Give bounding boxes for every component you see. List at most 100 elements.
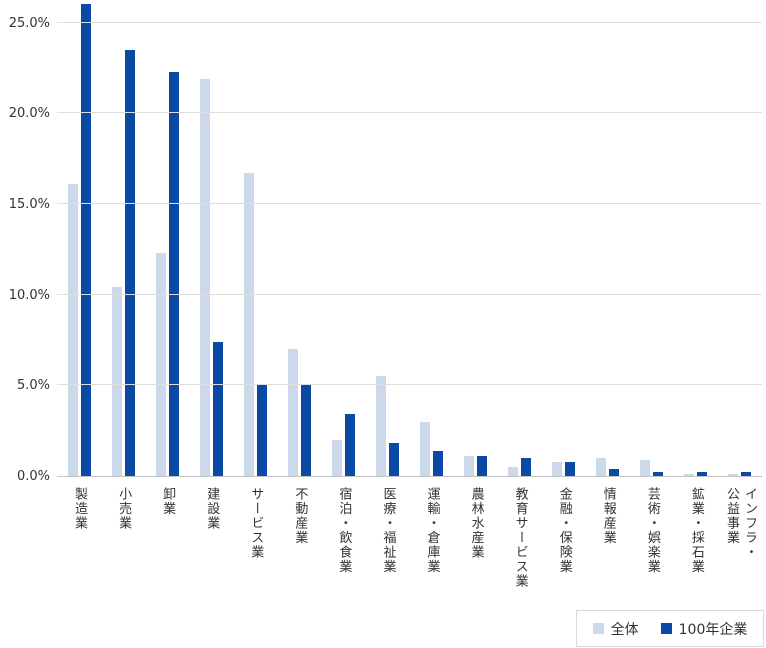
bar-group [410,0,454,476]
bar-overall [596,457,607,476]
bar-overall [728,474,739,476]
bar-group [101,0,145,476]
x-axis-label: 教育サービス業 [512,487,528,589]
bar-century [168,71,179,476]
bar-century [124,49,135,476]
y-axis-label: 25.0% [8,15,50,31]
x-axis-slot: 運輸・倉庫業 [410,478,454,612]
x-axis: 製造業 小売業 卸業 建設業 サービス業 不動産業 宿泊・飲食業 医療・福祉業 運輸・倉庫業 農林… [57,478,762,612]
x-axis-slot: 芸術・娯楽業 [630,478,674,612]
x-axis-slot: 製造業 [57,478,101,612]
bar-overall [375,376,386,476]
bar-group [145,0,189,476]
legend-item-century: 100年企業 [660,619,748,639]
x-axis-label: 小売業 [116,487,132,531]
x-axis-slot: 教育サービス業 [498,478,542,612]
bar-group [498,0,542,476]
bar-century [344,414,355,476]
x-axis-label: 建設業 [204,487,220,531]
x-axis-slot: サービス業 [233,478,277,612]
bar-group [57,0,101,476]
bar-century [300,385,311,476]
x-axis-slot: 宿泊・飲食業 [321,478,365,612]
bar-group [365,0,409,476]
bar-overall [199,78,210,476]
bar-century [653,472,664,476]
gridline [57,112,762,114]
x-axis-slot: 情報産業 [586,478,630,612]
x-axis-label: 金融・保険業 [556,487,572,574]
bar-overall [331,439,342,476]
x-axis-slot: 小売業 [101,478,145,612]
bar-group [542,0,586,476]
bar-group [586,0,630,476]
bar-century [212,341,223,476]
x-axis-label: 芸術・娯楽業 [644,487,660,574]
x-axis-label: 鉱業・採石業 [688,487,704,574]
bar-century [433,450,444,476]
y-axis-label: 10.0% [8,287,50,303]
bar-century [477,456,488,476]
bar-overall [111,287,122,476]
gridline [57,21,762,23]
y-axis-label: 0.0% [16,469,50,484]
bar-overall [508,466,519,476]
x-axis-label: 宿泊・飲食業 [336,487,352,574]
gridline [57,293,762,295]
gridline [57,384,762,386]
bar-overall [155,252,166,476]
x-axis-label: インフラ・ 公益事業 [723,487,757,560]
x-axis-label: 製造業 [72,487,88,531]
bar-overall [243,173,254,476]
bar-overall [552,461,563,476]
x-axis-slot: 卸業 [145,478,189,612]
plot-area [57,0,762,477]
bar-century [388,443,399,476]
y-axis-label: 20.0% [8,106,50,122]
gridline [57,202,762,204]
bar-group [189,0,233,476]
bar-century [697,472,708,476]
bar-century [80,4,91,476]
x-axis-label: 卸業 [160,487,176,516]
bar-overall [640,459,651,476]
legend-swatch-century [660,623,672,634]
legend-label-century: 100年企業 [678,621,748,638]
legend-label-overall: 全体 [610,621,639,638]
bar-overall [420,421,431,476]
bar-groups [57,0,762,476]
x-axis-slot: 鉱業・採石業 [674,478,718,612]
bar-overall [67,184,78,476]
legend-item-overall: 全体 [592,619,639,639]
x-axis-label: 情報産業 [600,487,616,545]
legend: 全体 100年企業 [576,610,764,647]
x-axis-label: 医療・福祉業 [380,487,396,574]
bar-overall [684,474,695,476]
bar-group [277,0,321,476]
x-axis-slot: インフラ・ 公益事業 [718,478,762,612]
bar-overall [287,349,298,476]
bar-group [233,0,277,476]
x-axis-label: サービス業 [248,487,264,560]
x-axis-slot: 不動産業 [277,478,321,612]
x-axis-slot: 金融・保険業 [542,478,586,612]
bar-century [609,468,620,476]
legend-swatch-overall [592,623,604,634]
x-axis-label: 不動産業 [292,487,308,545]
x-axis-label: 運輸・倉庫業 [424,487,440,574]
bar-century [741,472,752,476]
bar-overall [464,456,475,476]
x-axis-label: 農林水産業 [468,487,484,560]
y-axis-label: 15.0% [8,196,50,212]
bar-century [565,461,576,476]
x-axis-slot: 建設業 [189,478,233,612]
x-axis-slot: 医療・福祉業 [365,478,409,612]
bar-group [321,0,365,476]
x-axis-slot: 農林水産業 [454,478,498,612]
bar-group [630,0,674,476]
bar-century [521,457,532,476]
y-axis-label: 5.0% [16,378,50,394]
bar-group [718,0,762,476]
bar-century [256,383,267,476]
